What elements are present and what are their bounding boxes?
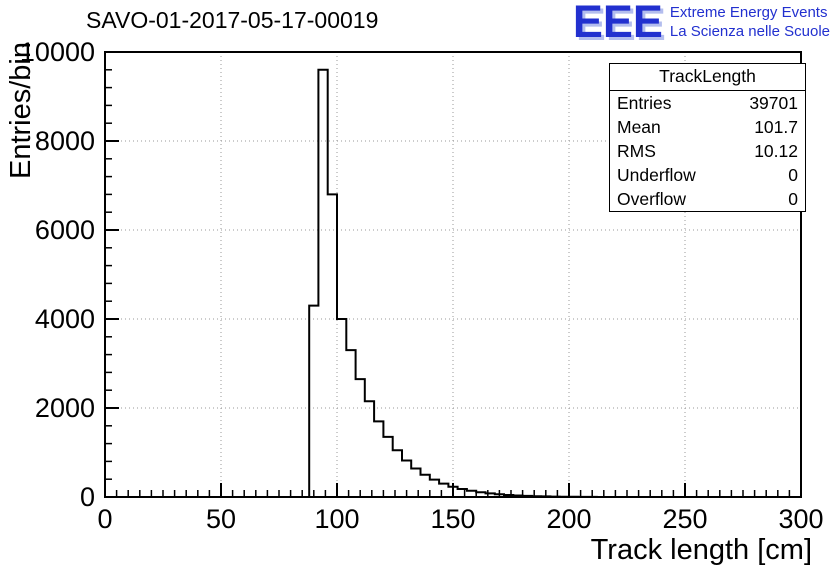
x-tick-label: 100 xyxy=(314,504,359,534)
stat-label: Entries xyxy=(617,92,672,113)
logo-subtitle-1: Extreme Energy Events xyxy=(669,4,828,21)
x-tick-label: 150 xyxy=(430,504,475,534)
stat-value: 0 xyxy=(788,164,798,185)
x-tick-label: 300 xyxy=(778,504,823,534)
stats-row-entries: Entries 39701 xyxy=(610,91,805,115)
y-tick-label: 4000 xyxy=(35,304,95,334)
y-axis-label: Entries/bin xyxy=(5,42,37,179)
stats-row-overflow: Overflow 0 xyxy=(610,187,805,211)
stat-label: Underflow xyxy=(617,164,696,185)
stat-label: RMS xyxy=(617,140,656,161)
histogram-line xyxy=(105,68,801,498)
eee-logo-text: EEE xyxy=(572,0,663,47)
x-tick-label: 200 xyxy=(546,504,591,534)
stats-box: TrackLength Entries 39701 Mean 101.7 RMS… xyxy=(609,63,806,212)
stat-value: 101.7 xyxy=(754,116,798,137)
stat-label: Mean xyxy=(617,116,661,137)
y-tick-label: 6000 xyxy=(35,215,95,245)
y-tick-label: 0 xyxy=(80,482,95,512)
logo-subtitle-2: La Scienza nelle Scuole xyxy=(669,22,830,40)
x-tick-label: 0 xyxy=(97,504,112,534)
eee-logo: EEE Extreme Energy Events La Scienza nel… xyxy=(572,0,830,47)
stat-value: 10.12 xyxy=(754,140,798,161)
page-title: SAVO-01-2017-05-17-00019 xyxy=(86,7,379,33)
eee-logo-subtitles: Extreme Energy Events La Scienza nelle S… xyxy=(670,1,830,42)
y-tick-label: 10000 xyxy=(20,37,95,67)
x-axis-label: Track length [cm] xyxy=(591,534,812,566)
stat-value: 39701 xyxy=(749,92,798,113)
y-tick-label: 2000 xyxy=(35,393,95,423)
stat-value: 0 xyxy=(788,188,798,209)
x-tick-label: 50 xyxy=(206,504,236,534)
y-tick-label: 8000 xyxy=(35,126,95,156)
stats-row-rms: RMS 10.12 xyxy=(610,139,805,163)
stat-label: Overflow xyxy=(617,188,687,209)
x-tick-label: 250 xyxy=(662,504,707,534)
stats-box-title: TrackLength xyxy=(610,64,805,91)
stats-row-underflow: Underflow 0 xyxy=(610,163,805,187)
stats-row-mean: Mean 101.7 xyxy=(610,115,805,139)
